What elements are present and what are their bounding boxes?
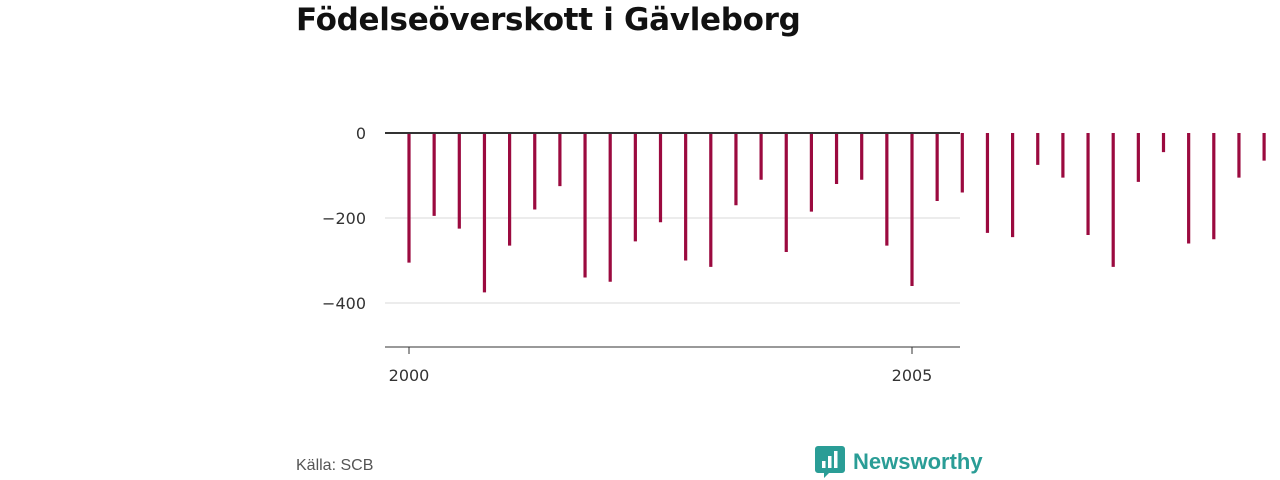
- brand-name: Newsworthy: [853, 449, 983, 474]
- bar: [784, 133, 788, 252]
- bar: [1111, 133, 1115, 267]
- x-tick-label: 2000: [389, 366, 430, 385]
- newsworthy-logo[interactable]: Newsworthy: [815, 446, 983, 478]
- bar: [910, 133, 914, 286]
- bar: [432, 133, 436, 216]
- bar: [1187, 133, 1191, 244]
- bar: [608, 133, 612, 282]
- y-tick-label: −400: [322, 294, 366, 313]
- bar: [482, 133, 487, 293]
- axis-layer: 0−200−400200020052010201520202025: [322, 124, 960, 385]
- bar: [935, 133, 939, 201]
- y-tick-label: −200: [322, 209, 366, 228]
- bar: [533, 133, 537, 210]
- bar: [960, 133, 964, 193]
- bar: [885, 133, 889, 246]
- bar: [709, 133, 713, 267]
- bar: [860, 133, 864, 180]
- bar: [558, 133, 562, 187]
- bar: [508, 133, 512, 246]
- bar: [457, 133, 461, 229]
- chart: 0−200−400200020052010201520202025: [322, 124, 1266, 385]
- bar-chart-icon: [815, 446, 845, 478]
- bar: [1011, 133, 1015, 238]
- bar: [407, 133, 411, 263]
- bar: [734, 133, 738, 206]
- bar: [834, 133, 839, 184]
- bar: [1262, 133, 1266, 161]
- bar: [1036, 133, 1040, 165]
- bar: [985, 133, 990, 233]
- bar: [759, 133, 763, 180]
- source-label: Källa: SCB: [296, 457, 374, 474]
- bar: [1086, 133, 1090, 235]
- y-tick-label: 0: [356, 124, 366, 143]
- bar: [809, 133, 813, 212]
- bar: [583, 133, 587, 278]
- bar: [684, 133, 688, 261]
- bar-layer: [407, 133, 1266, 293]
- bar: [1161, 133, 1166, 153]
- bar: [1212, 133, 1216, 240]
- grid-layer: [385, 217, 960, 304]
- bar: [1237, 133, 1241, 178]
- bar: [658, 133, 663, 223]
- chart-title: Födelseöverskott i Gävleborg: [296, 2, 801, 38]
- x-tick-label: 2005: [892, 366, 933, 385]
- bar: [633, 133, 637, 242]
- bar: [1136, 133, 1140, 182]
- bar: [1061, 133, 1065, 178]
